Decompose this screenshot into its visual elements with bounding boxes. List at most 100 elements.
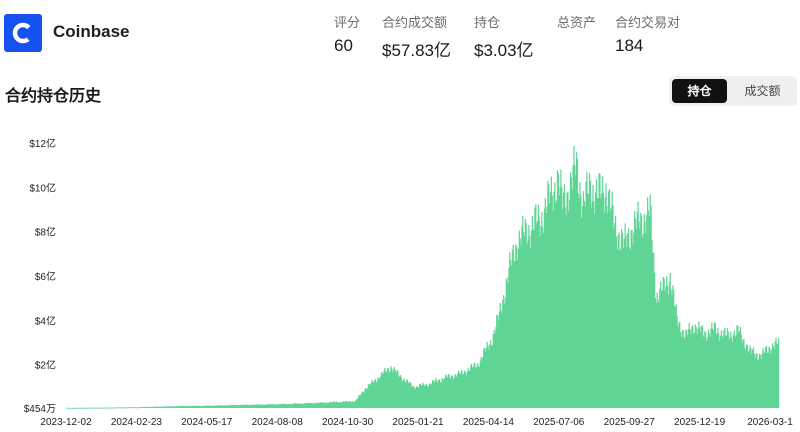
chart-bar <box>259 404 261 408</box>
stat-value: $57.83亿 <box>382 41 451 60</box>
chart-bar <box>722 338 724 408</box>
chart-bar <box>147 407 149 408</box>
chart-bar <box>180 406 182 408</box>
chart-bar <box>420 385 422 408</box>
chart-bar <box>226 405 228 408</box>
chart-bar <box>762 347 764 408</box>
chart-bar <box>478 367 481 408</box>
chart-bar <box>444 378 446 408</box>
chart-bar <box>509 252 511 408</box>
chart-bar <box>686 335 689 408</box>
chart-bar <box>525 223 527 408</box>
chart-bar <box>278 403 280 408</box>
chart-bar <box>155 406 157 408</box>
chart-bar <box>255 404 258 408</box>
chart-bar <box>606 205 608 408</box>
chart-bar <box>443 380 445 408</box>
chart-bar <box>320 402 323 408</box>
chart-bar <box>351 401 353 408</box>
chart-bar <box>638 221 640 408</box>
chart-bar <box>551 195 553 408</box>
chart-bar <box>685 329 687 408</box>
chart-bar <box>316 402 318 408</box>
chart-bar <box>763 351 765 408</box>
chart-bar <box>359 394 361 408</box>
chart-bar <box>666 276 668 408</box>
chart-bar <box>82 407 84 409</box>
tab-open-interest[interactable]: 持仓 <box>672 79 727 103</box>
chart-bar <box>85 407 88 409</box>
chart-bar <box>341 401 343 408</box>
chart-bar <box>353 401 355 408</box>
chart-bar <box>290 403 292 408</box>
chart-bar <box>607 213 609 408</box>
chart-bar <box>163 406 165 408</box>
chart-bar <box>670 289 672 408</box>
chart-bar <box>487 345 489 408</box>
chart-bar <box>471 367 474 408</box>
chart-bar <box>178 405 180 408</box>
chart-bar <box>75 407 77 409</box>
chart-bar <box>380 372 383 408</box>
chart-bar <box>617 235 619 408</box>
chart-bar <box>119 407 121 409</box>
chart-bar <box>124 407 126 409</box>
chart-bar <box>590 208 592 408</box>
chart-bar <box>104 407 106 409</box>
chart-bar <box>210 405 213 408</box>
chart-bar <box>614 222 616 408</box>
chart-bar <box>747 351 749 408</box>
chart-bar <box>370 382 372 408</box>
chart-bar <box>203 406 205 408</box>
chart-bar <box>647 197 649 408</box>
chart-bar <box>273 404 275 408</box>
chart-bar <box>732 334 735 408</box>
chart-bar <box>692 325 694 408</box>
chart-bar <box>176 406 178 408</box>
chart-bar <box>198 405 200 408</box>
chart-bar <box>529 235 531 408</box>
chart-bar <box>457 373 459 408</box>
chart-bar <box>315 403 317 408</box>
chart-bar <box>275 404 277 408</box>
chart-bar <box>326 402 328 408</box>
chart-bar <box>211 405 213 408</box>
chart-bar <box>74 407 76 409</box>
chart-bar <box>369 385 371 408</box>
chart-bar <box>771 349 773 408</box>
chart-bar <box>133 407 135 409</box>
chart-bar <box>325 403 327 408</box>
chart-bar <box>241 405 243 408</box>
stat-label: 总资产 <box>557 15 597 30</box>
x-tick-label: 2024-10-30 <box>322 417 374 428</box>
chart-bar <box>608 191 610 408</box>
chart-bar <box>776 343 778 408</box>
chart-bar <box>588 194 590 408</box>
chart-bar <box>91 407 93 409</box>
chart-bar <box>577 193 579 408</box>
chart-bar <box>619 250 621 408</box>
chart-bar <box>296 403 298 408</box>
chart-bar <box>111 407 114 409</box>
tab-volume[interactable]: 成交额 <box>744 84 781 98</box>
chart-bar <box>272 404 274 408</box>
x-tick-label: 2025-01-21 <box>392 417 444 428</box>
chart-bar <box>696 333 698 408</box>
chart-bar <box>253 404 255 408</box>
chart-bar <box>665 286 667 408</box>
chart-bar <box>774 341 776 408</box>
chart-bar <box>445 376 448 408</box>
chart-bar <box>768 346 770 408</box>
chart-bar <box>317 402 319 408</box>
chart-bar <box>362 392 364 408</box>
chart-bar <box>215 405 217 408</box>
chart-bar <box>595 192 597 408</box>
chart-bar <box>66 407 69 409</box>
chart-bar <box>738 332 740 408</box>
chart-bar <box>131 407 133 408</box>
chart-bar <box>179 406 181 408</box>
chart-bar <box>244 405 246 408</box>
chart-bar <box>343 401 345 408</box>
chart-bar <box>177 406 180 408</box>
chart-bar <box>560 169 562 408</box>
